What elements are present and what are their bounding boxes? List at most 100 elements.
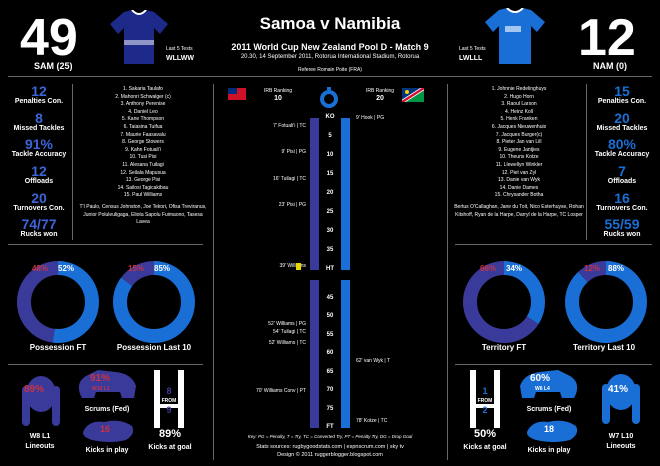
samoa-lineout-sub: W8 L1 xyxy=(29,433,51,440)
namibia-goal-value: 50% xyxy=(473,428,497,440)
minute-tick: 50 xyxy=(326,313,334,319)
namibia-scrum-value: 60% xyxy=(530,373,551,384)
donut-segment-a xyxy=(565,261,647,343)
player: 9. Kahn Fotuali'i xyxy=(125,146,161,153)
player: 3. Anthony Perenise xyxy=(120,101,166,108)
minute-tick: FT xyxy=(326,424,334,430)
player: 7. Jacques Burger(c) xyxy=(495,131,543,138)
samoa-lineout-value: 89% xyxy=(24,384,45,395)
left-stat-divider xyxy=(72,84,73,240)
player: 11. Llewellyn Winkler xyxy=(495,161,543,168)
yellow-card-icon xyxy=(296,263,301,271)
timeline-right-border xyxy=(447,84,448,460)
minute-tick: HT xyxy=(326,266,334,272)
pie-value-b: 52% xyxy=(58,264,75,273)
pie-value-a: 66% xyxy=(480,264,497,273)
namibia-score-event: 78' Kotze | TC xyxy=(356,417,388,424)
samoa-score-event: 9' Pisi | PG xyxy=(281,149,306,156)
left-low-divider xyxy=(8,364,203,365)
namibia-last5: LWLLL xyxy=(459,55,483,62)
minute-tick: 10 xyxy=(326,152,334,158)
namibia-scrum-label: Scrums (Fed) xyxy=(526,406,572,413)
player: 13. Danie van Wyk xyxy=(498,177,540,184)
samoa-goal-label: Kicks at goal xyxy=(148,444,192,451)
design-credit: Design © 2011 ruggerblogger.blogspot.com xyxy=(277,452,383,458)
namibia-lineout-label: Lineouts xyxy=(606,443,636,450)
namibia-stat-value: 55/59 xyxy=(604,216,640,233)
player: 14. Danie Dames xyxy=(499,184,539,191)
pie-value-a: 48% xyxy=(32,264,49,273)
donut-segment-a xyxy=(17,261,99,343)
samoa-stat-label: Tackle Accuracy xyxy=(11,151,67,159)
territory-ft-donut xyxy=(463,261,545,343)
namibia-stat-label: Turnovers Con. xyxy=(596,204,648,212)
samoa-goal-bot: 9 xyxy=(166,405,172,415)
match-date-venue: 20.30, 14 September 2011, Rotorua Intern… xyxy=(240,54,420,60)
samoa-score-event: 16' Tuilagi | TC xyxy=(272,175,306,182)
namibia-kicks-play-value: 18 xyxy=(544,424,555,434)
player: 3. Raoul Larson xyxy=(501,101,537,108)
territory-l10-label: Territory Last 10 xyxy=(572,343,636,352)
samoa-subs: T'I Paulo, Census Johnston, Joe Tekori, … xyxy=(79,203,207,226)
player: 5. Kane Thompson xyxy=(121,116,165,123)
namibia-lineup: 1. Johnnie Redelinghuys 2. Hugo Horn 3. … xyxy=(452,86,586,219)
namibia-stat-label: Offloads xyxy=(607,178,637,186)
samoa-goal-value: 89% xyxy=(158,428,182,440)
namibia-stat-label: Rucks won xyxy=(603,231,641,239)
namibia-stat-label: Tackle Accuracy xyxy=(594,151,650,159)
pie-value-b: 85% xyxy=(154,264,171,273)
player: 6. Jacques Nieuwenhuis xyxy=(491,123,547,130)
samoa-second-half-bar xyxy=(310,280,319,428)
samoa-score-events: 7' Fotuali'i | TC 9' Pisi | PG 16' Tuilagi… xyxy=(214,118,310,430)
minute-tick: 70 xyxy=(326,387,334,393)
stats-sources: Stats sources: rugbygoodstats.com | espn… xyxy=(256,444,404,450)
pie-value-b: 88% xyxy=(608,264,625,273)
namibia-score-event: 9' Hook | PG xyxy=(356,115,385,121)
namibia-scrum-sub: W6 L4 xyxy=(535,386,550,392)
samoa-scrum-sub: W10 L1 xyxy=(92,386,110,392)
player: 10. Theuns Kotze xyxy=(499,154,539,161)
player: 14. Sailosi Tagicakibau xyxy=(117,184,169,191)
samoa-lineup: 1. Sakaria Taulafo 2. Mahonri Schwalger … xyxy=(76,86,210,227)
namibia-label: NAM (0) xyxy=(593,61,627,71)
namibia-first-half-bar xyxy=(341,118,350,270)
samoa-stats: 12 Penalties Con. 8 Missed Tackles 91% T… xyxy=(8,84,70,239)
minute-tick: 75 xyxy=(326,405,334,412)
samoa-score-event: 39' Williams xyxy=(279,263,306,270)
samoa-stat-label: Penalties Con. xyxy=(14,98,64,105)
player: 11. Alesana Tuilagi xyxy=(122,161,164,168)
goalposts-icon xyxy=(470,370,500,428)
samoa-stat-value: 12 xyxy=(31,83,47,99)
territory-ft-label: Territory FT xyxy=(481,343,527,352)
scrum-rhino-icon xyxy=(78,370,136,398)
player: 9. Eugene Jantjies xyxy=(498,146,540,153)
samoa-last5-label: Last 5 Tests xyxy=(166,46,193,52)
territory-l10-donut xyxy=(565,261,647,343)
player: 2. Hugo Horn xyxy=(504,93,534,100)
samoa-first-half-bar xyxy=(310,118,319,270)
samoa-lineout-label: Lineouts xyxy=(25,443,55,450)
legend-key: Key: PG = Penalty, T = Try, TC = Convert… xyxy=(247,434,413,439)
player: 7. Maurie Faasavalu xyxy=(120,131,166,138)
samoa-jersey-icon xyxy=(110,10,168,64)
samoa-stat-label: Missed Tackles xyxy=(13,124,65,132)
stopwatch-icon xyxy=(320,87,338,108)
player: 12. Piet van Zyl xyxy=(501,169,537,176)
namibia-score-event: 62' van Wyk | T xyxy=(356,358,391,365)
player: 8. George Stowers xyxy=(122,139,164,146)
samoa-scrum-value: 91% xyxy=(90,373,111,384)
header-divider xyxy=(8,76,652,77)
minute-tick: KO xyxy=(325,114,335,120)
samoa-score-event: 7' Fotuali'i | TC xyxy=(273,122,306,129)
samoa-last5: WLLWW xyxy=(166,55,194,62)
samoa-score-event: 70' Williams Conv | PT xyxy=(255,388,306,394)
minute-tick: 35 xyxy=(326,247,334,253)
namibia-second-half-bar xyxy=(341,280,350,428)
namibia-subs: Bertus O'Callaghan, Jane du Toit, Nico E… xyxy=(454,203,584,218)
samoa-goal-top: 8 xyxy=(166,386,172,396)
match-referee: Referee Romain Poite (FRA) xyxy=(298,67,362,73)
possession-l10-label: Possession Last 10 xyxy=(116,343,192,352)
timeline-left-border xyxy=(213,84,214,460)
samoa-kicks-play-label: Kicks in play xyxy=(85,447,129,454)
pie-value-a: 12% xyxy=(584,264,601,273)
